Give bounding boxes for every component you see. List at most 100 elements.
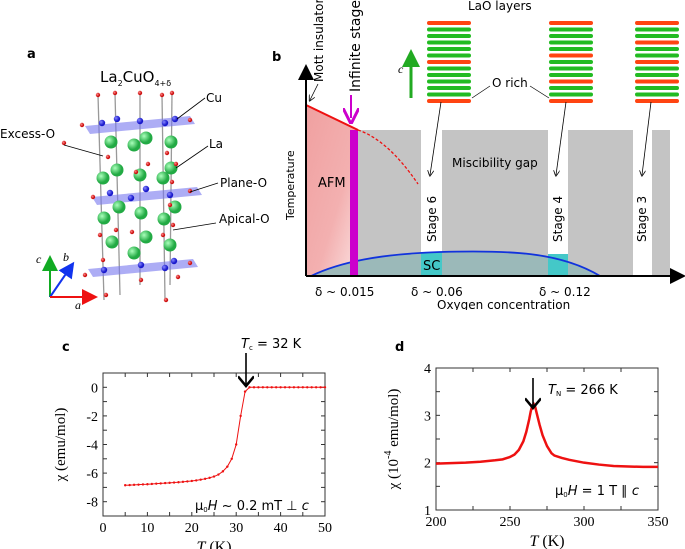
data-point	[190, 479, 193, 483]
o-atom	[175, 274, 181, 280]
data-point	[186, 480, 189, 483]
x-tick-label: 40	[274, 521, 288, 536]
data-line	[125, 386, 325, 486]
data-point	[248, 386, 251, 389]
field-sub: 0	[203, 506, 207, 514]
axis-c-label: c	[36, 252, 42, 266]
x-axis-label: T (K)	[196, 539, 231, 549]
o-atom	[164, 150, 170, 156]
o-atom	[173, 161, 179, 167]
data-point	[199, 478, 202, 481]
x-label-var: T	[196, 539, 206, 549]
x-tick-label: 300	[574, 515, 595, 530]
axis-b-label: b	[63, 250, 69, 264]
field-c: c	[632, 484, 639, 499]
axis-a-label: a	[75, 298, 81, 310]
o-atom	[137, 90, 143, 96]
sc-stage4	[548, 254, 568, 276]
cu-atom	[98, 119, 106, 127]
data-point	[172, 481, 176, 484]
o-atom	[163, 297, 169, 303]
data-point	[217, 473, 220, 476]
la-atom	[105, 235, 119, 249]
y-tick-label: 0	[91, 381, 98, 396]
x-label-unit: (K)	[538, 533, 564, 549]
lao-layer	[427, 99, 471, 103]
cu-atom	[142, 185, 150, 193]
stage-4-label: Stage 4	[551, 196, 565, 242]
stage-6-label: Stage 6	[425, 196, 439, 242]
data-point	[292, 386, 296, 389]
mott-arrow	[310, 83, 319, 100]
leader-la	[175, 145, 209, 169]
afm-label: AFM	[318, 176, 346, 191]
field-mu: μ	[195, 499, 203, 514]
panel-a-label: a	[27, 47, 36, 62]
sc-label: SC	[423, 259, 440, 274]
lao-layer	[635, 40, 679, 45]
data-point	[257, 386, 260, 389]
crystal-structure: c b a	[36, 90, 219, 310]
data-point	[128, 483, 131, 487]
data-point	[261, 386, 265, 389]
la-atom	[139, 131, 153, 145]
o-atom	[100, 257, 106, 263]
y-label-pre: χ (10	[386, 459, 402, 490]
x-label-unit: (K)	[205, 539, 231, 549]
y-tick-label: 1	[424, 504, 431, 519]
data-point	[226, 465, 229, 468]
y-axis-label: χ (emu/mol)	[53, 408, 69, 483]
o-atom	[187, 188, 193, 194]
infinite-stage-bar	[350, 130, 358, 276]
data-point	[124, 484, 127, 487]
x-tick-006: δ ~ 0.06	[411, 285, 463, 299]
data-point	[208, 476, 211, 480]
sc-stage6	[421, 252, 442, 276]
panel-c-label: c	[62, 340, 70, 355]
cu-atom	[106, 189, 114, 197]
field-rest: ~ 0.2 mT ⊥	[218, 499, 302, 514]
y-tick-label: 2	[424, 457, 431, 472]
annotation-rest: = 32 K	[253, 337, 302, 352]
formula-sub-la: 2	[117, 79, 123, 88]
lao-layer	[549, 66, 593, 71]
lao-layer	[549, 21, 593, 25]
o-atom	[112, 90, 118, 96]
x-axis-label: T (K)	[529, 533, 564, 549]
lao-layer	[635, 27, 679, 32]
field-mu: μ	[555, 484, 563, 499]
data-point	[270, 386, 273, 389]
y-tick-label: 3	[424, 409, 431, 424]
o-atom	[82, 272, 88, 278]
y-tick-label: 4	[424, 362, 431, 377]
c-axis-label: c	[398, 62, 404, 76]
o-rich-leader-2	[529, 85, 550, 99]
data-point	[159, 482, 162, 485]
field-c: c	[302, 499, 309, 514]
la-atom	[134, 206, 148, 220]
lao-layer	[427, 34, 471, 38]
label-excess-o: Excess-O	[0, 127, 56, 141]
lao-layer	[427, 79, 471, 84]
x-tick-label: 10	[140, 521, 154, 536]
lao-layer	[549, 34, 593, 38]
y-tick-label: -2	[86, 410, 98, 425]
lao-layer	[635, 73, 679, 77]
lao-layer	[549, 92, 593, 97]
o-atom	[61, 140, 67, 146]
stage-4-arrow	[556, 101, 567, 175]
mott-insulator-label: Mott insulator	[312, 0, 326, 82]
data-point	[141, 483, 145, 486]
lao-layer	[427, 53, 471, 58]
data-point	[243, 390, 247, 393]
la-atom	[127, 246, 141, 260]
cu-atom	[161, 264, 169, 272]
o-atom	[113, 227, 119, 233]
cu-atom	[161, 119, 169, 127]
la-atom	[112, 200, 126, 214]
la-atom	[156, 171, 170, 185]
cu-atom	[100, 266, 108, 274]
lao-layer	[635, 86, 679, 90]
panel-d-label: d	[395, 340, 405, 355]
lao-layer	[635, 60, 679, 64]
